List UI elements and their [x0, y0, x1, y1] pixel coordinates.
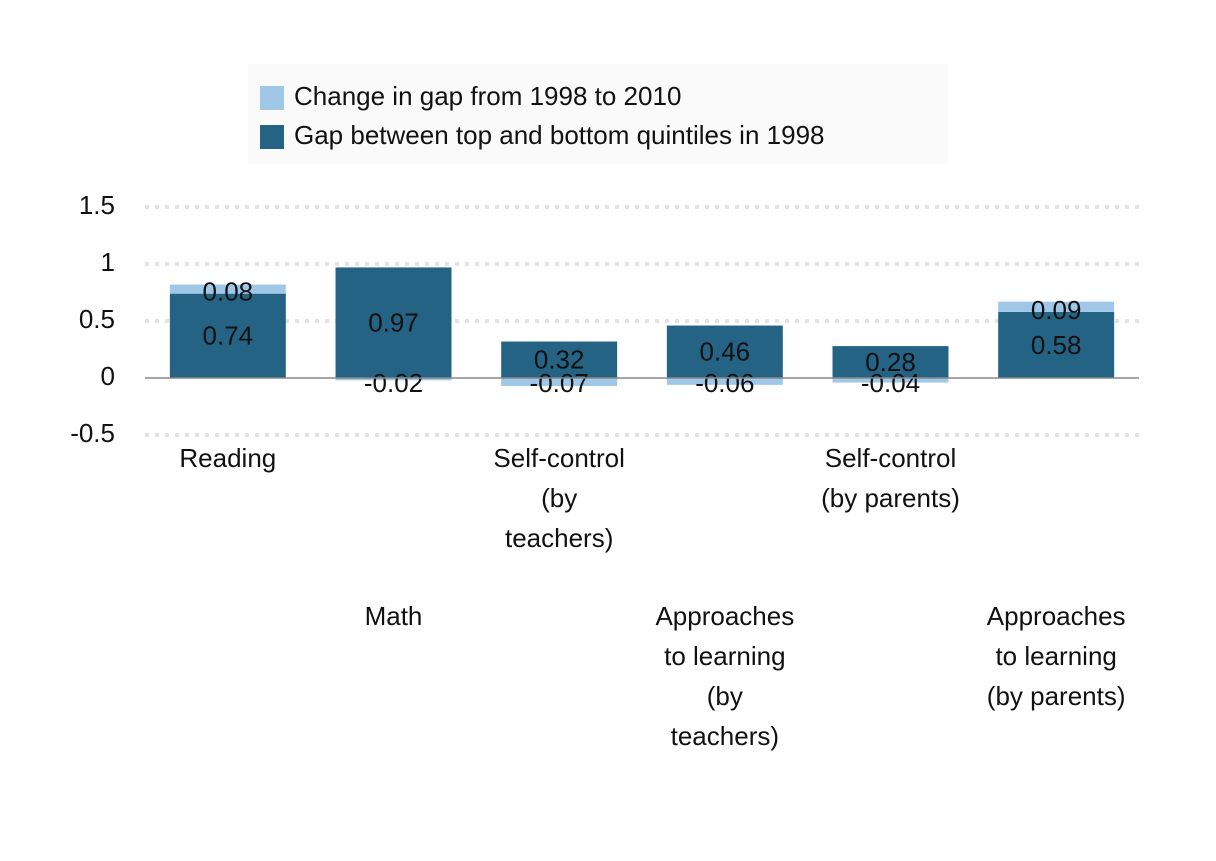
bar: [169, 293, 286, 378]
x-tick-label: Math: [365, 601, 423, 631]
value-label: -0.06: [695, 368, 754, 398]
value-label: 0.09: [1031, 295, 1082, 325]
x-tick-label: Self-control (by teachers): [493, 443, 625, 553]
value-label: 0.46: [700, 337, 751, 367]
x-tick-label-line: Approaches: [655, 601, 794, 631]
x-tick-label-line: Approaches: [987, 601, 1126, 631]
y-tick-label: 0.5: [79, 304, 115, 334]
x-tick-label: Approaches to learning (by teachers): [655, 601, 794, 751]
x-tick-label-line: to learning: [664, 641, 785, 671]
x-tick-label-line: (by parents): [821, 483, 960, 513]
x-tick-label: Reading: [179, 443, 276, 473]
bar: [998, 301, 1115, 312]
x-tick-label-line: Self-control: [825, 443, 957, 473]
bar: [335, 267, 452, 378]
x-tick-label-line: Math: [365, 601, 423, 631]
value-label: -0.07: [530, 368, 589, 398]
legend-swatch: [260, 125, 284, 149]
bar: [666, 325, 783, 378]
x-tick-label: Self-control (by parents): [821, 443, 960, 513]
x-tick-label-line: teachers): [505, 523, 613, 553]
x-tick-label-line: (by parents): [987, 681, 1126, 711]
bar: [501, 378, 618, 386]
bar: [998, 311, 1115, 378]
bar: [832, 378, 949, 383]
x-tick-label-line: Self-control: [493, 443, 625, 473]
legend-swatch: [260, 86, 284, 110]
bar: [335, 378, 452, 381]
legend-label: Change in gap from 1998 to 2010: [294, 81, 681, 111]
legend-label: Gap between top and bottom quintiles in …: [294, 120, 825, 150]
value-label: 0.08: [203, 277, 254, 307]
y-tick-label: -0.5: [70, 418, 115, 448]
x-tick-label-line: Reading: [179, 443, 276, 473]
value-label: -0.04: [861, 368, 920, 398]
y-tick-label: 0: [101, 361, 115, 391]
legend-box: [248, 64, 948, 164]
y-tick-label: 1: [101, 247, 115, 277]
x-tick-label-line: (by: [707, 681, 743, 711]
value-label: 0.74: [203, 321, 254, 351]
bar: [169, 284, 286, 294]
x-tick-label-line: teachers): [671, 721, 779, 751]
x-tick-label-line: (by: [541, 483, 577, 513]
value-label: -0.02: [364, 368, 423, 398]
value-label: 0.97: [368, 308, 419, 338]
value-label: 0.58: [1031, 330, 1082, 360]
x-tick-label: Approaches to learning (by parents): [987, 601, 1126, 711]
value-label: 0.32: [534, 345, 585, 375]
y-tick-label: 1.5: [79, 190, 115, 220]
bar: [666, 378, 783, 385]
bar: [832, 346, 949, 378]
x-tick-label-line: to learning: [995, 641, 1116, 671]
bar: [501, 341, 618, 378]
value-label: 0.28: [865, 347, 916, 377]
